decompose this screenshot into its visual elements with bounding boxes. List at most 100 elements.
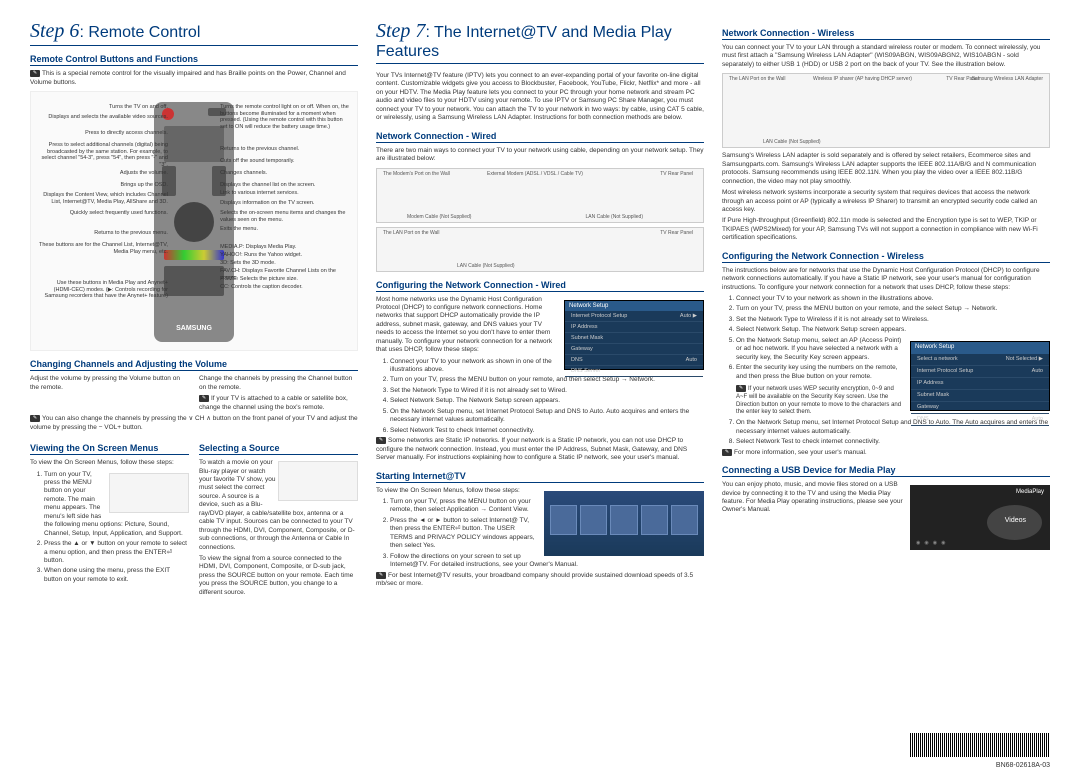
mp-icon: ◉ bbox=[933, 540, 937, 546]
bottom-two-col: Viewing the On Screen Menus To view the … bbox=[30, 435, 358, 600]
dl-modem-cable: Modem Cable (Not Supplied) bbox=[407, 214, 471, 220]
cw-step-4: Select Network Setup. The Network Setup … bbox=[390, 397, 704, 405]
menu-btn-diagram bbox=[109, 473, 189, 513]
ns-r3: Subnet Mask bbox=[565, 333, 703, 344]
thumb-item bbox=[641, 505, 668, 535]
cw-step-2: Turn on your TV, press the MENU button o… bbox=[390, 376, 704, 384]
step6-title: Step 6: Remote Control bbox=[30, 20, 358, 46]
ns-r4: Gateway bbox=[565, 344, 703, 355]
conf-wireless-steps: Connect your TV to your network as shown… bbox=[722, 295, 1050, 447]
callout-l1: Turns the TV on and off. bbox=[109, 104, 168, 111]
callout-l4: Press to select additional channels (dig… bbox=[38, 142, 168, 168]
mp-icon: ◉ bbox=[924, 540, 928, 546]
ns-r3l: Subnet Mask bbox=[571, 335, 603, 341]
wireless-heading: Network Connection - Wireless bbox=[722, 28, 1050, 40]
note-icon: ✎ bbox=[376, 572, 386, 579]
changing-heading: Changing Channels and Adjusting the Volu… bbox=[30, 359, 358, 371]
callout-r6: Link to various internet services. bbox=[220, 190, 299, 197]
nsw-title: Network Setup bbox=[911, 342, 1049, 354]
network-setup-screenshot: Network Setup Internet Protocol Setup Aut… bbox=[564, 300, 704, 370]
ns-r6: DNS Server bbox=[565, 366, 703, 377]
ns-r5: DNSAuto bbox=[565, 355, 703, 366]
mp-video-label: Videos bbox=[1005, 517, 1026, 524]
step6-word: Step 6 bbox=[30, 20, 79, 42]
mp-icons: ◉◉◉◉ bbox=[916, 540, 1044, 546]
callout-r11: YAHOO!: Runs the Yahoo widget. bbox=[220, 252, 302, 259]
manual-page: Step 6: Remote Control Remote Control Bu… bbox=[30, 20, 1050, 600]
viewing-step-2: Press the ▲ or ▼ button on your remote t… bbox=[44, 540, 189, 565]
barcode bbox=[910, 733, 1050, 757]
callout-l6: Brings up the OSD. bbox=[121, 182, 168, 189]
remote-buttons-heading: Remote Control Buttons and Functions bbox=[30, 54, 358, 66]
callout-l9: Returns to the previous menu. bbox=[94, 230, 168, 237]
note-icon: ✎ bbox=[376, 437, 386, 444]
cw-more: ✎For more information, see your user's m… bbox=[722, 449, 1050, 458]
ns-title: Network Setup bbox=[565, 301, 703, 311]
cw-step-6: Select Network Test to check Internet co… bbox=[390, 427, 704, 435]
column-2: Step 7: The Internet@TV and Media Play F… bbox=[376, 20, 704, 600]
column-3: Network Connection - Wireless You can co… bbox=[722, 20, 1050, 600]
viewing-intro: To view the On Screen Menus, follow thes… bbox=[30, 459, 189, 467]
nsw-r2r: Auto bbox=[1032, 368, 1043, 375]
wired-heading: Network Connection - Wired bbox=[376, 131, 704, 143]
note-icon: ✎ bbox=[199, 395, 209, 402]
cwl-4: Select Network Setup. The Network Setup … bbox=[736, 326, 1050, 334]
callout-r5: Displays the channel list on the screen. bbox=[220, 182, 315, 189]
callout-r10: MEDIA.P: Displays Media Play. bbox=[220, 244, 296, 251]
callout-r8: Selects the on-screen menu items and cha… bbox=[220, 210, 350, 223]
ns-r1: Internet Protocol Setup Auto ▶ bbox=[565, 311, 703, 322]
changing-foot: ✎You can also change the channels by pre… bbox=[30, 415, 358, 432]
cwl-5: Network Setup Select a networkNot Select… bbox=[736, 337, 1050, 362]
wireless-body4: If Pure High-throughput (Greenfield) 802… bbox=[722, 217, 1050, 242]
callout-l11: Use these buttons in Media Play and Anyn… bbox=[38, 280, 168, 300]
viewing-col: Viewing the On Screen Menus To view the … bbox=[30, 435, 189, 600]
ns-r1r: Auto ▶ bbox=[680, 313, 697, 319]
viewing-step-3: When done using the menu, press the EXIT… bbox=[44, 567, 189, 584]
cwl-2: Turn on your TV, press the MENU button o… bbox=[736, 305, 1050, 313]
mp-icon: ◉ bbox=[941, 540, 945, 546]
wired-intro: There are two main ways to connect your … bbox=[376, 147, 704, 164]
cwl-8: Select Network Test to check internet co… bbox=[736, 438, 1050, 446]
nsw-r6l: DNS bbox=[917, 416, 929, 423]
wireless-setup-float: Network Setup Select a networkNot Select… bbox=[910, 337, 1050, 415]
nsw-r4: Subnet Mask bbox=[911, 390, 1049, 402]
remote-control-diagram: SAMSUNG Turns the TV on and off. Display… bbox=[30, 91, 358, 351]
wired-diagram-2: The LAN Port on the Wall TV Rear Panel L… bbox=[376, 227, 704, 272]
callout-r3: Cuts off the sound temporarily. bbox=[220, 158, 294, 165]
thumb-item bbox=[550, 505, 577, 535]
cwl-1: Connect your TV to your network as shown… bbox=[736, 295, 1050, 303]
nsw-r3: IP Address bbox=[911, 378, 1049, 390]
starting-note-text: For best Internet@TV results, your broad… bbox=[376, 572, 693, 587]
wireless-diagram: The LAN Port on the Wall Wireless IP sha… bbox=[722, 73, 1050, 148]
callout-l5: Adjusts the volume. bbox=[120, 170, 168, 177]
document-number: BN68-02618A-03 bbox=[996, 762, 1050, 769]
step6-label: : Remote Control bbox=[79, 24, 200, 41]
ns-r1l: Internet Protocol Setup bbox=[571, 313, 627, 319]
changing-row: Adjust the volume by pressing the Volume… bbox=[30, 375, 358, 415]
changing-vol-text: Adjust the volume by pressing the Volume… bbox=[30, 375, 189, 392]
wireless-body3: Most wireless network systems incorporat… bbox=[722, 189, 1050, 214]
ns-r2: IP Address bbox=[565, 322, 703, 333]
internettv-screenshot bbox=[544, 491, 704, 556]
callout-l8: Quickly select frequently used functions… bbox=[70, 210, 168, 217]
remote-intro-text: This is a special remote control for the… bbox=[30, 70, 346, 85]
dl-lan-cable: LAN Cable (Not Supplied) bbox=[585, 214, 643, 220]
nsw-r1l: Select a network bbox=[917, 356, 958, 363]
ns-r5l: DNS bbox=[571, 357, 583, 363]
thumb-grid bbox=[550, 505, 698, 535]
callout-r15: CC: Controls the caption decoder. bbox=[220, 284, 303, 291]
media-thumb-float: MediaPlay Videos ◉◉◉◉ bbox=[910, 481, 1050, 554]
media-play-screenshot: MediaPlay Videos ◉◉◉◉ bbox=[910, 485, 1050, 550]
conf-wired-heading: Configuring the Network Connection - Wir… bbox=[376, 280, 704, 292]
viewing-heading: Viewing the On Screen Menus bbox=[30, 443, 189, 455]
dl-lan-cable3: LAN Cable (Not Supplied) bbox=[763, 139, 821, 145]
nsw-r5l: Gateway bbox=[917, 404, 939, 411]
thumb-item bbox=[671, 505, 698, 535]
nsw-r2: Internet Protocol SetupAuto bbox=[911, 366, 1049, 378]
callout-l7: Displays the Content View, which include… bbox=[38, 192, 168, 205]
cwl-5-text: On the Network Setup menu, select an AP … bbox=[736, 337, 901, 361]
callout-r14: P.SIZE: Selects the picture size. bbox=[220, 276, 298, 283]
nav-wheel bbox=[174, 202, 214, 242]
cwl-3: Set the Network Type to Wireless if it i… bbox=[736, 316, 1050, 324]
conf-wireless-heading: Configuring the Network Connection - Wir… bbox=[722, 251, 1050, 263]
